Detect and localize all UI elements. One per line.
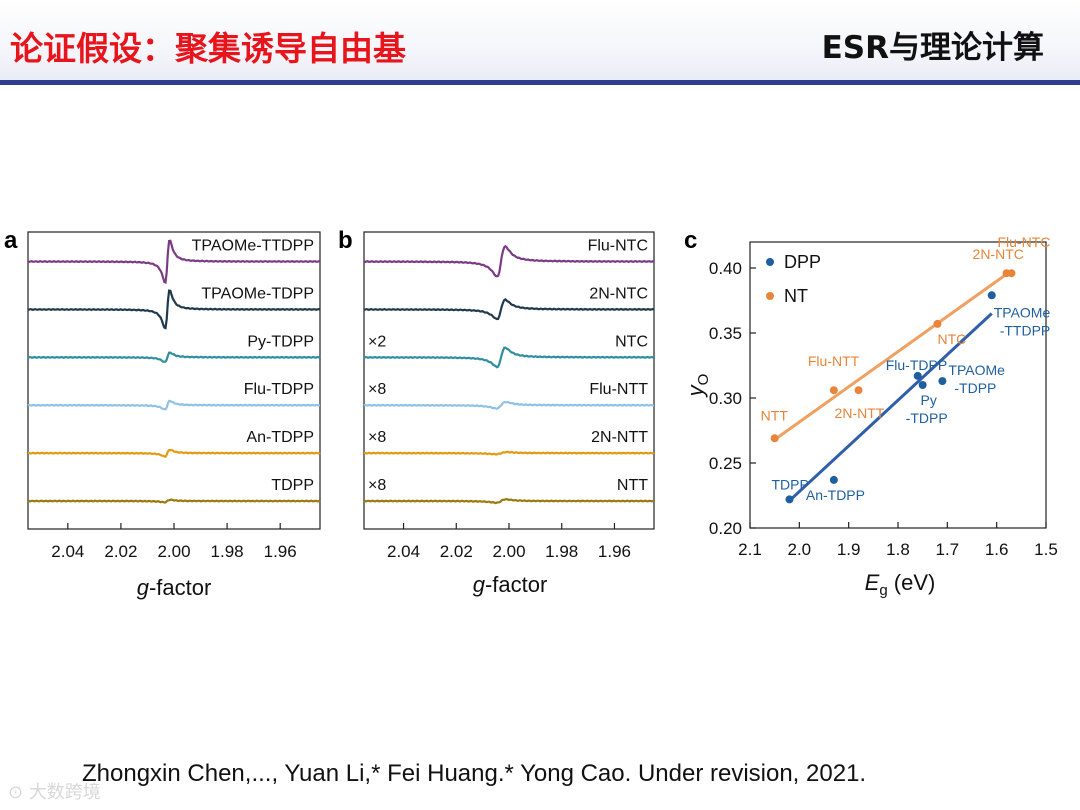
trace-multiplier: ×2 <box>368 333 386 350</box>
scatter-point <box>785 495 794 504</box>
trace-label: TDPP <box>271 477 314 494</box>
esr-trace <box>27 449 321 458</box>
y-tick-label: 0.35 <box>709 324 742 343</box>
panel-c-ylabel: yO <box>683 374 712 399</box>
scatter-point <box>987 291 996 300</box>
trace-label: Flu-NTC <box>588 238 648 255</box>
scatter-point <box>913 371 922 380</box>
trace-multiplier: ×8 <box>368 477 386 494</box>
panel-a-chart: TPAOMe-TTDPP TPAOMe-TDPP Py-TDPP Flu-TDPP An… <box>27 231 321 600</box>
trace-label: 2N-NTC <box>589 285 648 302</box>
panel-b-xlabel: g-factor <box>473 572 548 597</box>
x-tick-label: 2.04 <box>51 542 84 561</box>
x-tick-label: 1.6 <box>985 540 1009 559</box>
citation: Zhongxin Chen,..., Yuan Li,* Fei Huang.*… <box>82 760 867 787</box>
legend-label: NT <box>784 286 808 306</box>
x-tick-label: 1.7 <box>936 540 960 559</box>
esr-trace <box>27 289 321 330</box>
watermark: ⊙ 大数跨境 <box>8 778 101 804</box>
x-tick-label: 2.02 <box>440 542 473 561</box>
trace-label: 2N-NTT <box>591 429 648 446</box>
legend-marker <box>766 258 774 266</box>
esr-trace <box>363 450 655 456</box>
point-label: 2N-NTT <box>835 405 885 421</box>
point-label: Flu-TDPP <box>886 357 947 373</box>
trace-label: Flu-TDPP <box>244 381 314 398</box>
watermark-text: 大数跨境 <box>28 782 101 803</box>
scatter-point <box>933 319 942 328</box>
scatter-point <box>938 377 947 386</box>
x-tick-label: 1.96 <box>598 542 631 561</box>
fit-line <box>788 312 993 502</box>
slide-title: 论证假设：聚集诱导自由基 <box>10 29 406 68</box>
x-tick-label: 1.96 <box>264 542 297 561</box>
x-tick-label: 2.1 <box>738 540 762 559</box>
esr-trace <box>363 346 655 369</box>
x-tick-label: 2.00 <box>492 542 525 561</box>
scatter-point <box>854 386 863 395</box>
esr-trace <box>27 351 321 363</box>
point-label: TPAOMe -TDPP <box>948 362 1005 396</box>
fit-line <box>773 269 1013 441</box>
y-tick-label: 0.25 <box>709 454 742 473</box>
panel-a-letter: a <box>4 227 18 254</box>
y-tick-label: 0.30 <box>709 389 742 408</box>
point-label: Flu-NTC <box>997 234 1050 250</box>
trace-label: TPAOMe-TDPP <box>201 285 314 302</box>
slide-section-title: ESR与理论计算 <box>821 30 1044 66</box>
legend-marker <box>766 292 774 300</box>
esr-trace <box>363 497 655 505</box>
trace-multiplier: ×8 <box>368 429 386 446</box>
x-tick-label: 2.00 <box>157 542 190 561</box>
trace-label: An-TDPP <box>246 429 314 446</box>
y-tick-label: 0.20 <box>709 519 742 538</box>
x-tick-label: 1.5 <box>1034 540 1058 559</box>
point-label: 2N-NTC <box>973 246 1024 262</box>
point-label: Py -TDPP <box>906 392 948 426</box>
point-label: An-TDPP <box>806 487 865 503</box>
x-tick-label: 1.98 <box>211 542 244 561</box>
scatter-point <box>829 386 838 395</box>
panel-c-letter: c <box>684 227 697 254</box>
esr-trace <box>363 298 655 321</box>
trace-label: NTC <box>615 333 648 350</box>
trace-multiplier: ×8 <box>368 381 386 398</box>
watermark-logo-icon: ⊙ <box>8 782 29 803</box>
panel-b-letter: b <box>338 227 353 254</box>
header-divider <box>0 80 1080 85</box>
x-tick-label: 1.8 <box>886 540 910 559</box>
x-tick-label: 2.0 <box>788 540 812 559</box>
point-label: NTC <box>937 331 966 347</box>
x-tick-label: 2.02 <box>104 542 137 561</box>
panel-b-chart: Flu-NTC 2N-NTC NTC ×2 Flu-NTT ×8 2N-NTT ×8 NTT ×8… <box>363 231 655 597</box>
trace-label: Flu-NTT <box>589 381 648 398</box>
x-tick-label: 2.04 <box>387 542 420 561</box>
esr-trace <box>27 498 321 504</box>
scatter-point <box>1007 269 1016 278</box>
point-label: TPAOMe -TTDPP <box>994 304 1051 338</box>
esr-trace <box>27 239 321 285</box>
point-label: NTT <box>761 407 789 423</box>
trace-label: NTT <box>617 477 648 494</box>
legend-label: DPP <box>784 252 821 272</box>
y-tick-label: 0.40 <box>709 259 742 278</box>
scatter-point <box>829 475 838 484</box>
panel-c-chart: 2.1 2.0 1.9 1.8 1.7 1.6 1.5 0.20 0.25 0.30 0.35 0.4… <box>683 234 1058 599</box>
esr-trace <box>363 244 655 278</box>
point-label: TDPP <box>771 476 808 492</box>
esr-trace <box>27 399 321 411</box>
panel-c-xlabel: Eg (eV) <box>865 570 936 599</box>
x-tick-label: 1.9 <box>837 540 861 559</box>
panel-a-xlabel: g-factor <box>137 575 212 600</box>
header-band <box>0 0 1080 82</box>
x-tick-label: 1.98 <box>545 542 578 561</box>
scatter-point <box>918 381 927 389</box>
esr-trace <box>363 400 655 411</box>
trace-label: TPAOMe-TTDPP <box>192 238 314 255</box>
trace-label: Py-TDPP <box>247 333 314 350</box>
scatter-point <box>770 434 779 443</box>
point-label: Flu-NTT <box>808 353 860 369</box>
